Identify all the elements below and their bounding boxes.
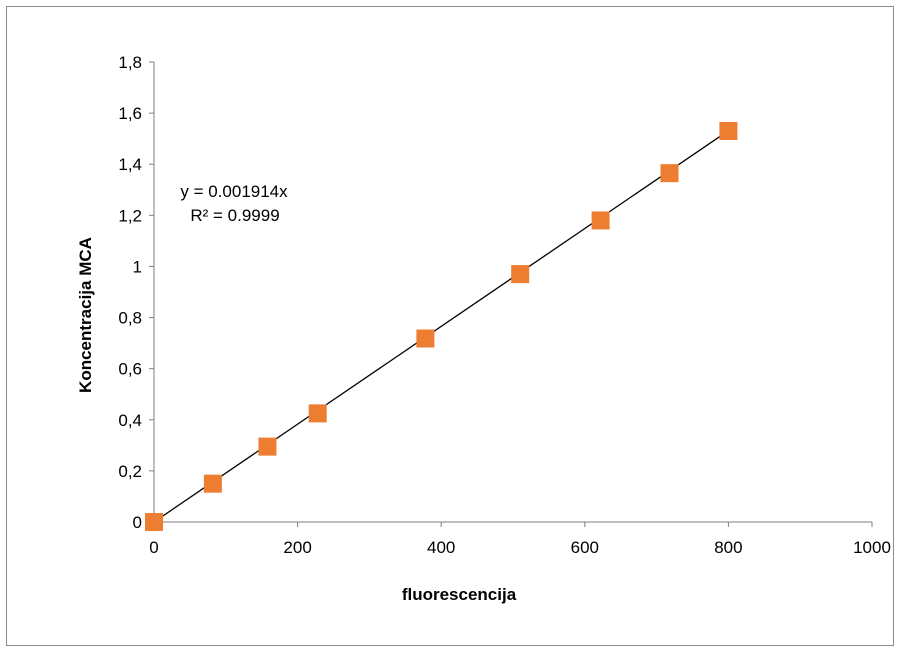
trendline-group <box>153 130 729 523</box>
data-point-marker <box>719 122 738 140</box>
y-tick-label: 1,8 <box>118 53 142 72</box>
data-point-marker <box>145 513 163 531</box>
x-tick-label: 0 <box>149 538 158 557</box>
trendline-equation: y = 0.001914x <box>180 182 288 201</box>
y-tick-label: 1,4 <box>118 155 142 174</box>
y-tick-label: 0,6 <box>118 360 142 379</box>
y-axis-ticks: 0 0,2 0,4 0,6 0,8 1 1,2 1,4 1,6 1,8 <box>118 53 154 532</box>
trendline <box>153 130 729 523</box>
x-tick-label: 1000 <box>853 538 891 557</box>
scatter-chart: 0 0,2 0,4 0,6 0,8 1 1,2 1,4 1,6 1,8 0 200 400 600 800… <box>76 53 891 604</box>
data-point-marker <box>416 329 435 348</box>
axes <box>153 62 872 523</box>
trendline-r-squared: R² = 0.9999 <box>190 206 279 225</box>
data-point-marker <box>660 164 679 183</box>
y-tick-label: 0 <box>133 513 142 532</box>
y-tick-label: 1,6 <box>118 104 142 123</box>
y-tick-label: 0,8 <box>118 309 142 328</box>
x-axis-title: fluorescencija <box>402 585 517 604</box>
data-point-marker <box>511 265 530 284</box>
x-tick-label: 600 <box>571 538 599 557</box>
x-tick-label: 800 <box>714 538 742 557</box>
x-axis-ticks: 0 200 400 600 800 1000 <box>149 522 891 557</box>
x-tick-label: 400 <box>427 538 455 557</box>
y-tick-label: 1,2 <box>118 206 142 225</box>
data-point-marker <box>258 437 277 456</box>
y-tick-label: 0,2 <box>118 462 142 481</box>
y-tick-label: 0,4 <box>118 411 142 430</box>
data-point-marker <box>308 404 327 423</box>
data-points <box>145 122 738 531</box>
y-tick-label: 1 <box>133 257 142 276</box>
data-point-marker <box>591 211 610 230</box>
data-point-marker <box>203 474 222 493</box>
x-tick-label: 200 <box>283 538 311 557</box>
y-axis-title: Koncentracija MCA <box>76 237 95 393</box>
chart-frame: 0 0,2 0,4 0,6 0,8 1 1,2 1,4 1,6 1,8 0 200 400 600 800… <box>6 6 894 646</box>
